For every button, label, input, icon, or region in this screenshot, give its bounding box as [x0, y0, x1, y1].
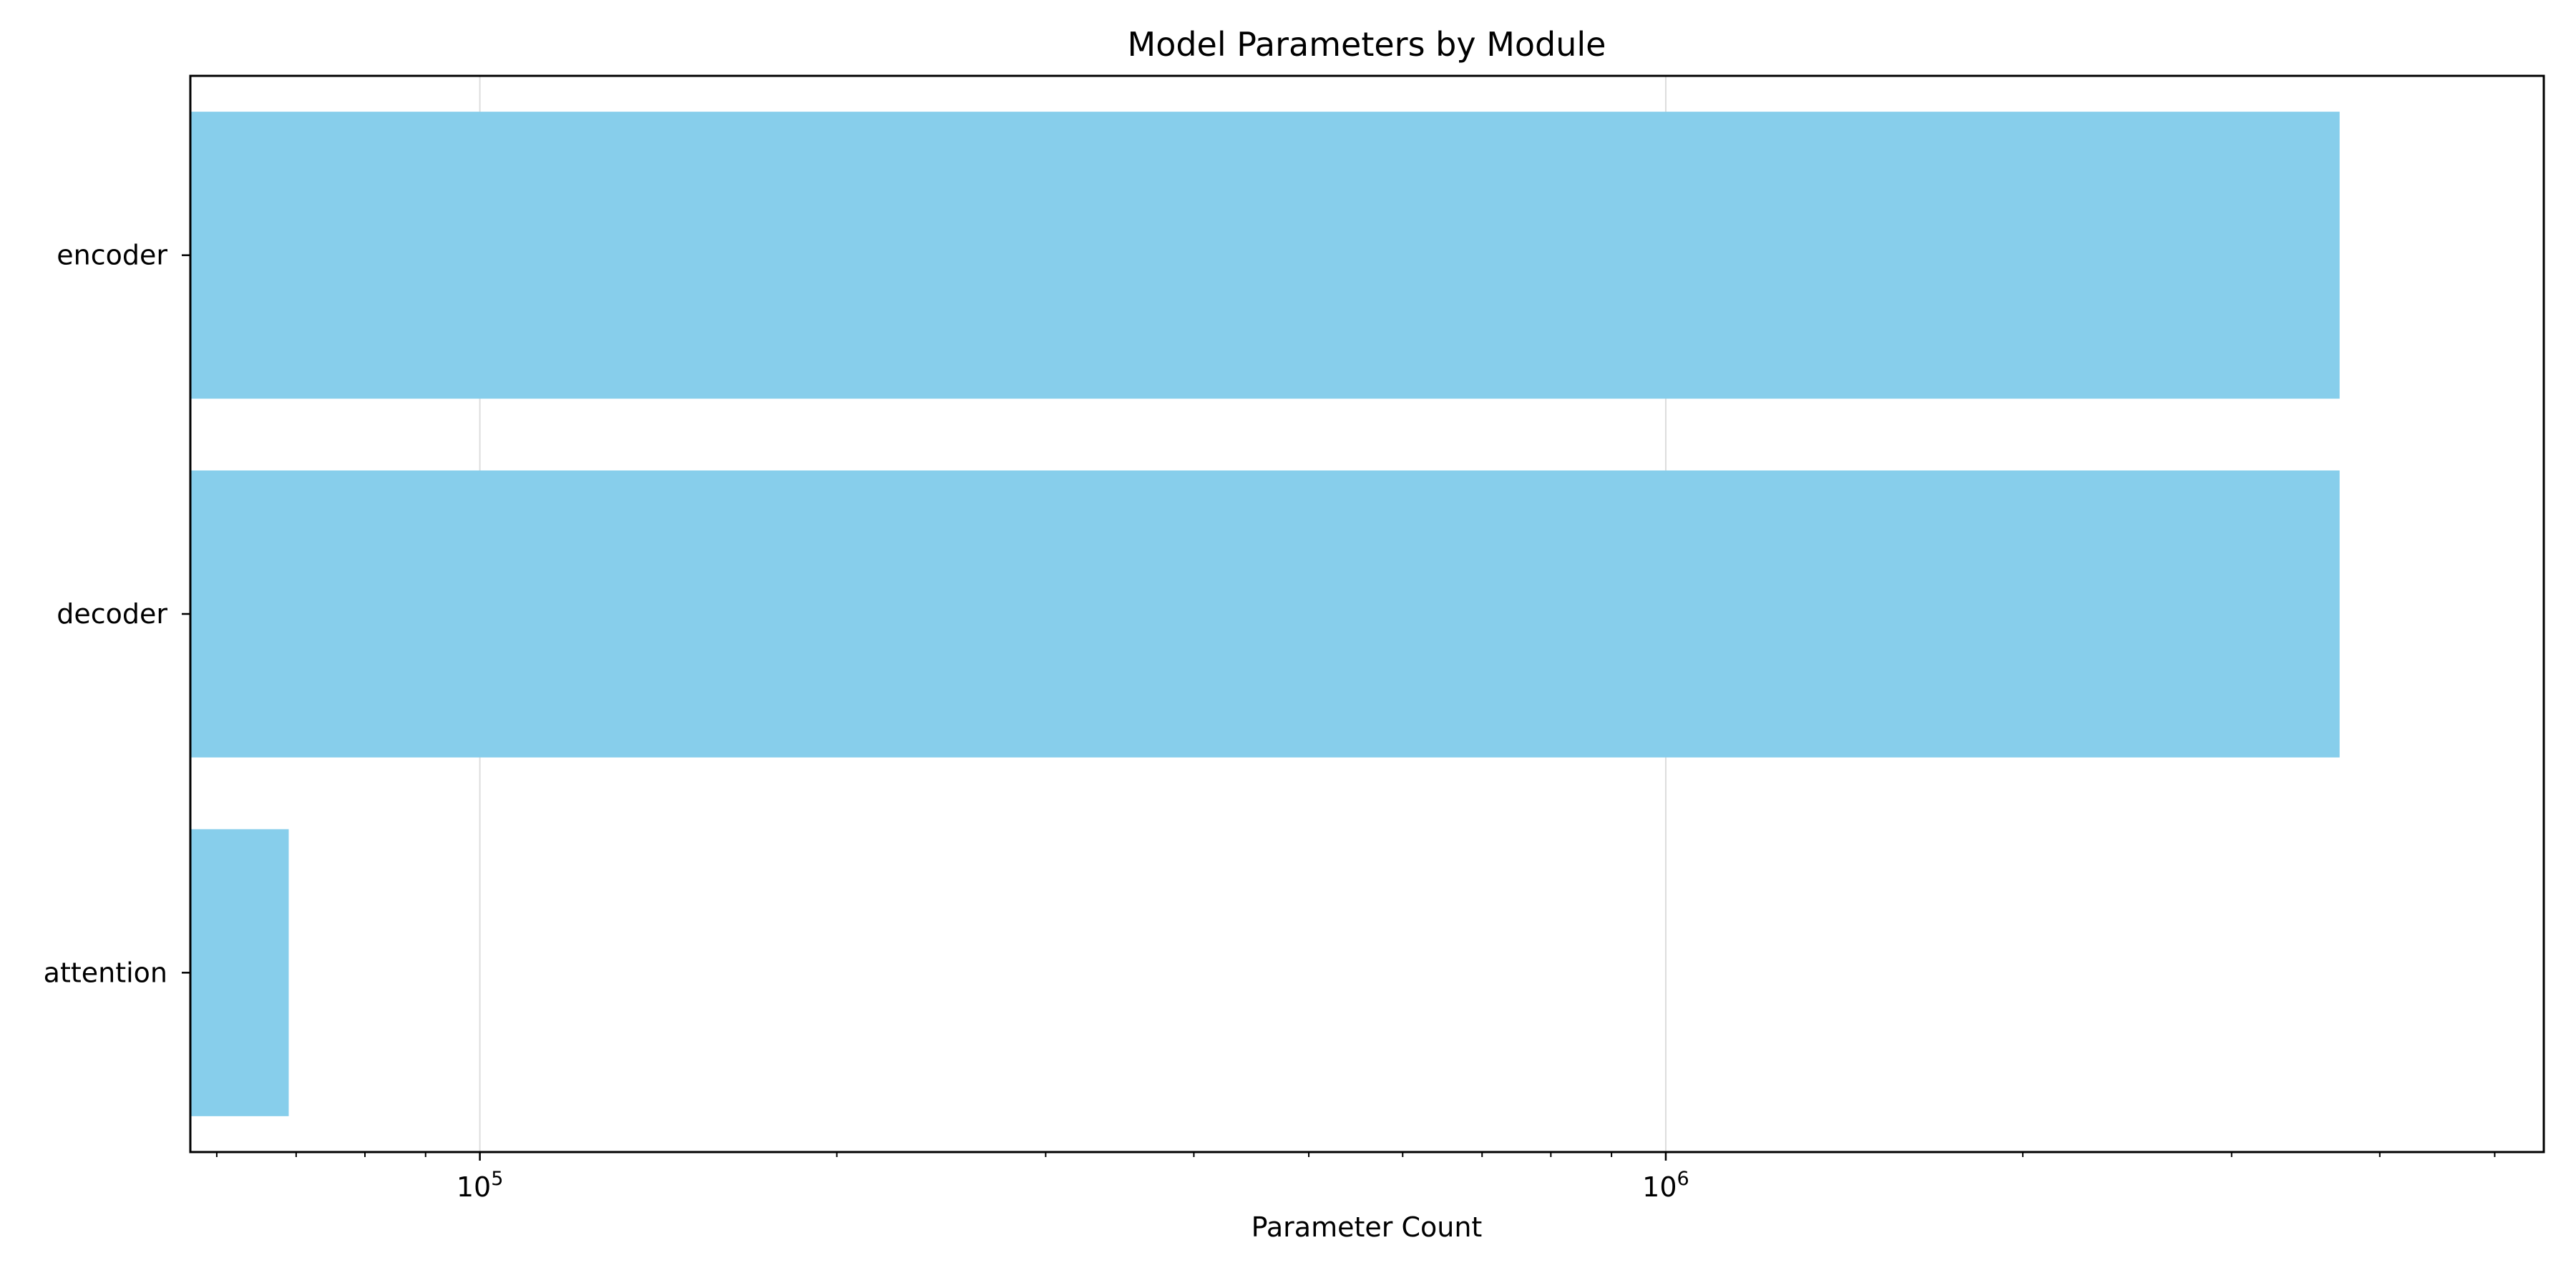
chart-title: Model Parameters by Module: [1128, 25, 1606, 64]
y-tick-label: attention: [44, 957, 167, 988]
y-tick-label: decoder: [57, 598, 167, 630]
y-axis-ticks: encoder decoder attention: [44, 240, 190, 988]
x-axis-ticks: 105 106: [215, 1152, 2496, 1203]
bar-decoder: [190, 470, 2340, 758]
bar-encoder: [190, 112, 2340, 399]
y-tick-label: encoder: [57, 240, 167, 271]
bars: [190, 112, 2340, 1116]
x-tick-label: 105: [457, 1168, 504, 1203]
bar-attention: [190, 829, 289, 1116]
x-axis-label: Parameter Count: [1252, 1211, 1483, 1243]
x-tick-label: 106: [1642, 1168, 1689, 1203]
